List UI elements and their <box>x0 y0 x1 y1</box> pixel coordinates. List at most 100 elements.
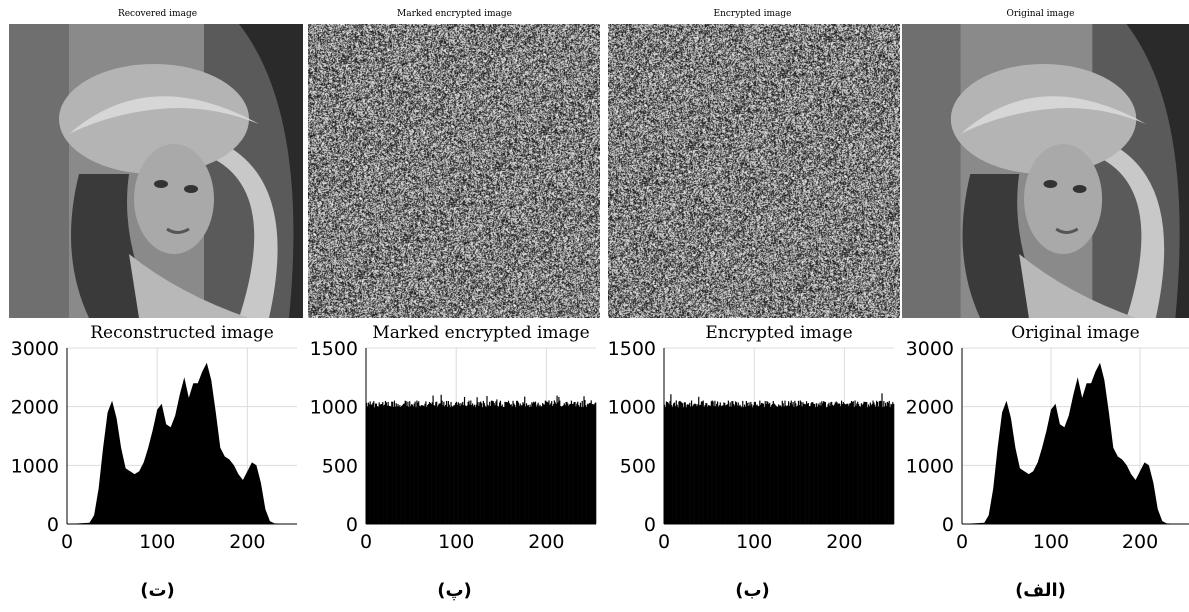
histogram-bar <box>768 404 770 524</box>
histogram-bar <box>402 403 405 524</box>
histogram-bar <box>840 406 842 524</box>
histogram-bar <box>388 405 390 524</box>
histogram-bar <box>869 402 871 524</box>
histogram-bar <box>464 405 467 524</box>
histogram-bar <box>586 407 588 524</box>
y-tick-label: 2000 <box>906 397 954 419</box>
histogram-bar <box>748 402 750 524</box>
histogram-bar <box>383 404 386 524</box>
histogram-bar <box>703 406 705 524</box>
x-tick-label: 100 <box>438 531 474 553</box>
histogram-bar <box>534 401 537 524</box>
histogram-bar <box>874 404 876 524</box>
histogram-bar <box>779 405 781 524</box>
histogram-bar <box>535 406 537 524</box>
histogram-bar <box>565 402 567 524</box>
histogram-bar <box>795 403 797 524</box>
histogram-bar <box>449 407 451 524</box>
panel-marked-encrypted: Marked encrypted image 0 500 1000 1500 0 100 2… <box>306 0 603 612</box>
histogram-bar <box>807 402 809 524</box>
histogram-bar <box>867 407 869 524</box>
histogram-bar <box>410 406 412 524</box>
histogram-bar <box>805 401 808 524</box>
histogram-bar <box>701 401 703 524</box>
histogram-bar <box>481 403 483 524</box>
histogram-bar <box>409 401 411 524</box>
y-tick-label: 1000 <box>906 455 954 477</box>
histogram-bar <box>772 400 774 524</box>
histogram-bar <box>765 404 767 524</box>
y-tick-label: 1000 <box>310 397 358 419</box>
histogram-bar <box>568 405 570 524</box>
histogram-bar <box>369 401 371 524</box>
histogram-bar <box>492 401 494 524</box>
histogram-bar <box>415 407 417 524</box>
histogram-bar <box>851 402 853 524</box>
panel-original: Original image 0 1000 2000 3000 0 100 200 Origi… <box>892 0 1189 612</box>
image-title: Marked encrypted image <box>396 9 513 19</box>
histogram-bar <box>893 404 895 524</box>
histogram-bar <box>446 406 449 524</box>
histogram-bar <box>844 404 846 524</box>
histogram-bar <box>406 405 408 524</box>
histogram-bar <box>717 401 719 524</box>
histogram-bar <box>532 403 534 524</box>
histogram-bar <box>582 407 584 524</box>
histogram-bar <box>377 406 379 524</box>
histogram-bar <box>675 400 677 524</box>
histogram-bar <box>776 406 778 524</box>
histogram-bar <box>793 406 795 524</box>
histogram-bar <box>790 400 792 524</box>
histogram-bar <box>739 404 741 524</box>
histogram-bar <box>538 406 540 524</box>
histogram-bar <box>439 403 441 524</box>
histogram-bar <box>690 400 693 524</box>
histogram-bar <box>487 404 489 524</box>
histogram-bar <box>811 401 813 524</box>
histogram-bar <box>760 404 762 524</box>
histogram-bar <box>503 407 505 524</box>
histogram-bar <box>826 406 828 524</box>
histogram-bar <box>881 393 883 524</box>
y-tick-label: 0 <box>346 514 358 536</box>
histogram-bar <box>669 400 671 524</box>
histogram-bar <box>699 404 702 524</box>
histogram-bar <box>542 404 545 524</box>
histogram-bar <box>753 402 756 524</box>
histogram-bar <box>713 405 715 524</box>
histogram-bar <box>682 407 685 524</box>
histogram-bar <box>819 402 821 524</box>
histogram-bar <box>873 402 875 524</box>
histogram-bar <box>758 406 760 524</box>
histogram-bar <box>396 406 398 524</box>
histogram-bar <box>818 405 820 524</box>
histogram-bar <box>531 402 533 524</box>
marked-encrypted-image <box>308 24 600 318</box>
histogram-bar <box>680 401 682 524</box>
histogram-bar <box>560 406 563 524</box>
histogram-bar <box>670 394 672 524</box>
x-tick-label: 200 <box>229 531 265 553</box>
histogram-bar <box>416 400 418 524</box>
histogram-bar <box>574 401 576 524</box>
histogram-bar <box>723 402 725 524</box>
histogram-bar <box>453 405 455 524</box>
histogram-bar <box>890 403 892 524</box>
histogram-bar <box>757 406 759 524</box>
histogram-bar <box>408 406 410 524</box>
histogram-bar <box>814 403 816 524</box>
histogram-bar <box>738 406 740 524</box>
histogram-bar <box>727 400 729 524</box>
histogram-bar <box>542 403 544 524</box>
histogram-bar <box>698 396 700 524</box>
histogram-bar <box>808 406 810 524</box>
histogram-bar <box>887 402 889 524</box>
histogram-bar <box>809 405 811 524</box>
histogram-bar <box>553 400 555 524</box>
histogram-bar <box>852 401 854 524</box>
histogram-bar <box>838 403 840 524</box>
histogram-bar <box>436 401 438 524</box>
histogram-bar <box>841 404 844 524</box>
histogram-bar <box>434 405 436 524</box>
original-image <box>902 24 1189 318</box>
